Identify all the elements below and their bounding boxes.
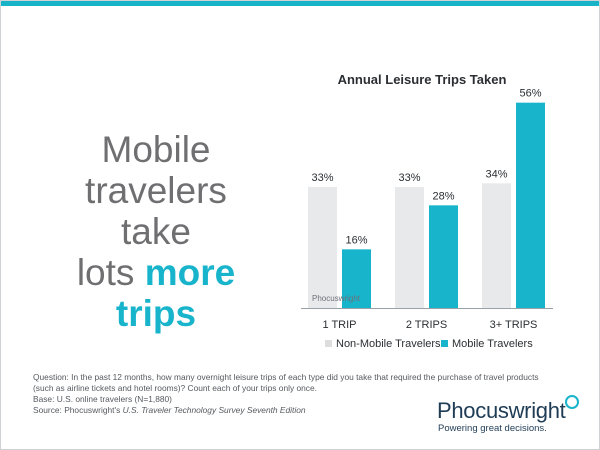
data-label-non-mobile-3: 34% [485, 168, 507, 180]
brand-mark-icon [565, 395, 579, 409]
data-label-mobile-1: 16% [345, 234, 367, 246]
category-label-3: 3+ TRIPS [490, 319, 538, 331]
legend-swatch-non-mobile [325, 340, 332, 347]
data-label-non-mobile-2: 33% [398, 172, 420, 184]
data-label-non-mobile-1: 33% [311, 172, 333, 184]
bar-chart: Annual Leisure Trips Taken 33% 16% 1 TRIP 33… [301, 72, 553, 350]
headline-line-2: travelers take [85, 170, 227, 252]
data-label-mobile-2: 28% [432, 190, 454, 202]
bar-mobile-3 [516, 102, 545, 309]
brand-logo: Phocuswright Powering great decisions. [437, 395, 579, 434]
headline-highlight-more: more [144, 252, 236, 293]
headline-line-3: lots more [56, 252, 256, 293]
category-label-1: 1 TRIP [322, 319, 356, 331]
legend-label-mobile: Mobile Travelers [452, 338, 533, 350]
headline-highlight-trips: trips [115, 293, 197, 334]
question-note-line-2: (such as airline tickets and hotel rooms… [33, 383, 317, 393]
brand-name: Phocuswright [437, 398, 566, 423]
data-label-mobile-3: 56% [519, 88, 541, 100]
chart-watermark: Phocuswright [312, 294, 361, 303]
legend-swatch-mobile [441, 340, 448, 347]
bar-mobile-2 [429, 205, 458, 308]
headline: Mobile travelers take lots more trips [56, 129, 256, 334]
source-prefix: Source: Phocuswright's [33, 405, 123, 415]
chart-title: Annual Leisure Trips Taken [338, 72, 507, 87]
headline-line-1: Mobile [101, 129, 211, 170]
bar-mobile-1 [342, 249, 371, 308]
source-note: Source: Phocuswright's U.S. Traveler Tec… [33, 405, 306, 416]
bar-non-mobile-1 [308, 187, 337, 308]
category-label-2: 2 TRIPS [406, 319, 447, 331]
legend-label-non-mobile: Non-Mobile Travelers [336, 338, 441, 350]
bar-non-mobile-2 [395, 187, 424, 308]
brand-tagline: Powering great decisions. [438, 423, 547, 434]
source-title: U.S. Traveler Technology Survey Seventh … [122, 405, 306, 415]
top-accent-bar [1, 1, 599, 6]
base-note: Base: U.S. online travelers (N=1,880) [33, 394, 172, 404]
bar-non-mobile-3 [482, 183, 511, 308]
question-note-line-1: Question: In the past 12 months, how man… [33, 372, 539, 382]
headline-line-3-plain: lots [76, 252, 145, 293]
